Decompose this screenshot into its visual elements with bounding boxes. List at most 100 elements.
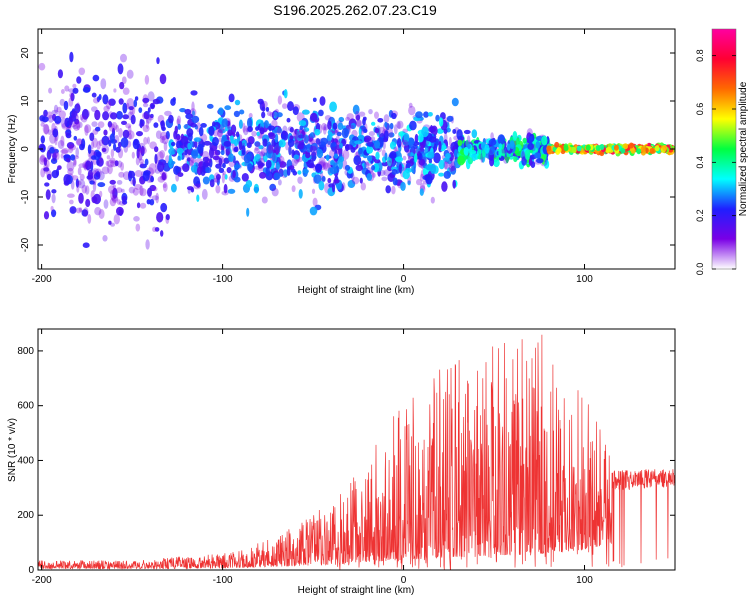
spectrogram-blob [198,126,204,137]
spectrogram-blob [195,157,203,167]
spectrogram-blob [119,200,126,206]
spectrogram-blob [330,129,339,134]
spectrogram-blob [76,102,80,110]
spectrogram-blob [162,183,167,188]
spectrogram-blob [112,195,118,204]
spectrogram-blob [347,180,356,188]
spectrogram-blob [302,168,309,174]
snr-frame [37,328,676,571]
spectrogram-blob [366,145,374,154]
spectrogram-blob [52,152,57,162]
spectrogram-blob [152,226,157,232]
spectrogram-blob [401,139,409,149]
spectrogram-blob [268,132,276,140]
spectrogram-blob [212,155,220,161]
spectrogram-blob [39,155,46,165]
spectrogram-blob [48,87,53,94]
spectrogram-blob [541,135,548,146]
spectrogram-blob [51,189,57,194]
spectrogram-blob [94,126,101,132]
spectrogram-blob [61,147,69,155]
spectrogram-blob [191,149,199,159]
spectrogram-blob [313,174,322,184]
spectrogram-blob [443,160,449,170]
spectrogram-blob [201,188,208,200]
spectrogram-blob [139,163,147,169]
x-tick-label: 0 [401,274,407,285]
spectrogram-blob [202,176,210,185]
spectrogram-blob [68,144,77,151]
spectrogram-blob [471,129,478,139]
spectrogram-blob [116,110,123,120]
spectrogram-blob [108,123,116,132]
y-tick-label: 600 [17,401,34,412]
spectrogram-blob [239,109,245,115]
spectrogram-blob [407,155,415,161]
spectrogram-blob [198,161,203,173]
spectrogram-blob [78,192,84,204]
spectrogram-blob [271,187,279,197]
spectrogram-blob [246,207,250,217]
spectrogram-blob [238,140,243,151]
snr-ticks: -200 -100 0 100 0 200 400 600 800 [17,329,675,586]
spectrogram-blob [212,136,219,147]
spectrogram-blob [311,188,316,194]
spectrogram-blob [80,115,88,123]
spectrogram-blob [142,103,149,108]
spectrogram-blob [102,94,109,105]
spectrogram-blob [419,188,424,196]
spectrogram-blob [58,110,66,119]
spectrogram-blob [214,149,221,156]
spectrogram-blob [40,135,45,144]
spectrogram-blob [116,206,124,216]
spectrogram-blob [203,140,212,146]
spectrogram-blob [407,180,411,186]
spectrogram-blob [110,148,115,158]
spectrogram-blob [403,132,410,143]
spectrogram-blob [287,101,294,112]
spectrogram-blob [100,78,107,90]
spectrogram-blob [293,154,300,160]
spectrogram-blob [132,187,140,196]
spectrogram-blob [365,136,373,145]
y-tick-label: 0 [28,565,34,576]
spectrogram-blob [53,104,59,113]
spectrogram-blob [352,104,360,115]
spectrogram-blob [81,209,89,217]
spectrogram-blob [444,161,448,170]
spectrogram-blob [202,156,210,163]
spectrogram-blob [269,183,277,191]
spectrogram-blob [354,110,360,121]
spectrogram-blob [193,137,202,142]
spectrogram-blob [184,150,188,156]
spectrogram-blob [43,211,50,220]
spectrogram-blob [51,109,59,116]
spectrogram-blob [137,149,143,161]
spectrogram-blob [93,170,97,176]
spectrogram-blob [98,209,105,219]
spectrogram-blob [75,178,79,188]
spectrogram-blob [69,51,74,63]
spectrogram-blob [393,146,397,152]
spectrogram-blob [414,153,418,163]
spectrogram-blob [306,143,312,153]
spectrogram-blob [65,133,72,139]
spectrogram-blob [310,153,316,162]
spectrogram-blob [201,151,210,159]
spectrogram-blob [118,171,125,178]
colorbar-tick-label: 0.0 [695,263,705,276]
spectrogram-blob [77,179,86,189]
spectrogram-blob [142,112,149,120]
spectrogram-blob [221,118,229,128]
spectrogram-blob [147,91,155,102]
spectrogram-blob [293,130,302,141]
spectrogram-blob [72,87,79,94]
spectrogram-blob [162,182,168,192]
spectrogram-blob [402,169,410,180]
spectrogram-blob [620,147,626,154]
spectrogram-blob [294,158,300,164]
spectrogram-blob [297,170,302,175]
spectrogram-blob [350,122,356,130]
spectrogram-blob [396,137,402,148]
spectrogram-blob [554,141,560,148]
